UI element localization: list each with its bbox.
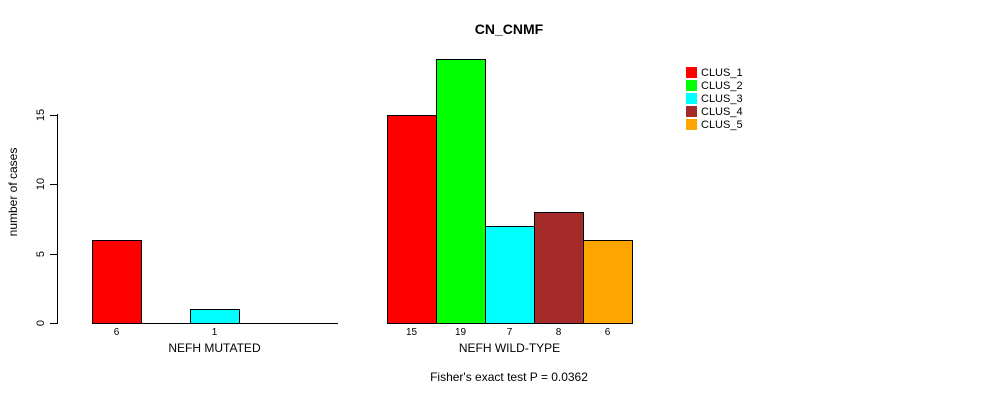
legend-label: CLUS_5 [701, 118, 743, 131]
legend-label: CLUS_2 [701, 79, 743, 92]
chart-title: CN_CNMF [474, 21, 544, 37]
x-axis-group-label: NEFH MUTATED [168, 341, 261, 355]
x-axis-group-label: NEFH WILD-TYPE [458, 341, 561, 355]
bar-clus_4 [534, 212, 584, 324]
legend-swatch-clus_3 [686, 93, 697, 104]
bar-clus_5 [583, 240, 633, 324]
legend-item: CLUS_4 [686, 105, 743, 118]
bar-value-label: 1 [211, 327, 218, 338]
legend-label: CLUS_1 [701, 66, 743, 79]
bar-clus_1 [92, 240, 142, 324]
bar-clus_3 [190, 309, 240, 324]
legend-swatch-clus_1 [686, 67, 697, 78]
footnote: Fisher's exact test P = 0.0362 [430, 370, 588, 384]
bar-clus_3 [485, 226, 535, 324]
bar-value-label: 19 [454, 327, 467, 338]
bar-value-label: 6 [113, 327, 120, 338]
legend-item: CLUS_2 [686, 79, 743, 92]
bar-value-label: 8 [555, 327, 562, 338]
y-axis-tick [50, 323, 57, 324]
bar-clus_2 [436, 59, 486, 324]
bar-value-label: 15 [405, 327, 418, 338]
legend-item: CLUS_3 [686, 92, 743, 105]
bar-clus_1 [387, 115, 437, 324]
y-axis-tick [50, 184, 57, 185]
legend-swatch-clus_5 [686, 119, 697, 130]
bar-value-label: 7 [506, 327, 513, 338]
legend-item: CLUS_1 [686, 66, 743, 79]
y-axis-tick [50, 254, 57, 255]
legend-item: CLUS_5 [686, 118, 743, 131]
legend-swatch-clus_2 [686, 80, 697, 91]
legend-label: CLUS_3 [701, 92, 743, 105]
legend-swatch-clus_4 [686, 106, 697, 117]
y-axis-tick [50, 115, 57, 116]
legend-label: CLUS_4 [701, 105, 743, 118]
y-axis-line [57, 114, 58, 324]
bar-value-label: 6 [604, 327, 611, 338]
